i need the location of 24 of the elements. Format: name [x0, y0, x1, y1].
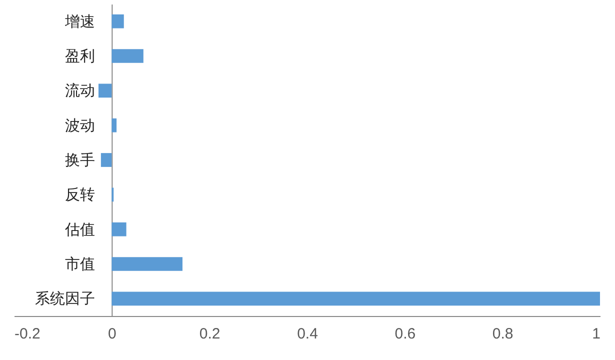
bar [112, 49, 144, 63]
bar [112, 118, 117, 132]
bar [112, 14, 124, 28]
x-tick-label: 0.4 [297, 326, 318, 342]
y-tick-label: 盈利 [65, 48, 96, 65]
y-tick-label: 流动 [65, 82, 96, 100]
bar [98, 84, 112, 98]
x-tick-label: -0.2 [14, 326, 40, 342]
x-tick-label: 1 [592, 326, 600, 342]
y-tick-label: 反转 [65, 186, 96, 204]
bar [112, 257, 182, 271]
y-tick-label: 估值 [64, 221, 96, 238]
x-tick-label: 0.2 [199, 326, 220, 342]
bar [112, 222, 126, 236]
x-tick-label: 0 [108, 326, 116, 342]
y-tick-label: 增速 [64, 13, 96, 30]
bar [112, 292, 600, 306]
y-tick-label: 系统因子 [35, 290, 96, 308]
y-tick-label: 市值 [65, 256, 96, 273]
y-tick-label: 波动 [65, 117, 96, 134]
x-tick-label: 0.8 [492, 326, 514, 342]
x-tick-label: 0.6 [394, 326, 416, 342]
bar [100, 153, 112, 167]
y-tick-label: 换手 [65, 152, 96, 169]
